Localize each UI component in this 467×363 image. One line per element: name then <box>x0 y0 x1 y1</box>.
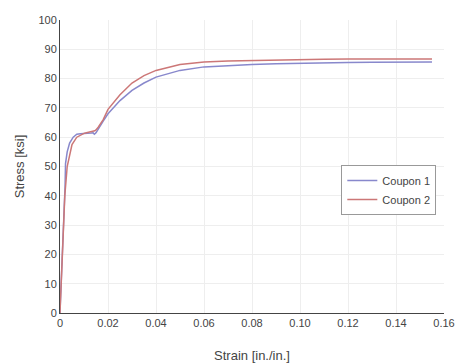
svg-text:0.04: 0.04 <box>145 317 166 329</box>
svg-text:10: 10 <box>45 278 57 290</box>
svg-text:40: 40 <box>45 190 57 202</box>
svg-text:90: 90 <box>45 43 57 55</box>
svg-text:100: 100 <box>38 14 56 26</box>
svg-text:80: 80 <box>45 72 57 84</box>
svg-text:Stress [ksi]: Stress [ksi] <box>12 135 27 199</box>
svg-text:0.16: 0.16 <box>433 317 454 329</box>
svg-text:70: 70 <box>45 102 57 114</box>
svg-text:60: 60 <box>45 131 57 143</box>
svg-text:0: 0 <box>57 317 63 329</box>
svg-text:0.14: 0.14 <box>385 317 406 329</box>
svg-text:0.02: 0.02 <box>97 317 118 329</box>
svg-text:50: 50 <box>45 160 57 172</box>
svg-text:0.08: 0.08 <box>241 317 262 329</box>
svg-text:0.06: 0.06 <box>193 317 214 329</box>
svg-text:Coupon 1: Coupon 1 <box>382 175 430 187</box>
svg-text:30: 30 <box>45 219 57 231</box>
svg-text:20: 20 <box>45 248 57 260</box>
svg-text:0.12: 0.12 <box>337 317 358 329</box>
svg-text:Coupon 2: Coupon 2 <box>382 194 430 206</box>
svg-text:0: 0 <box>51 307 57 319</box>
svg-text:0.10: 0.10 <box>289 317 310 329</box>
svg-text:Strain [in./in.]: Strain [in./in.] <box>214 348 290 363</box>
